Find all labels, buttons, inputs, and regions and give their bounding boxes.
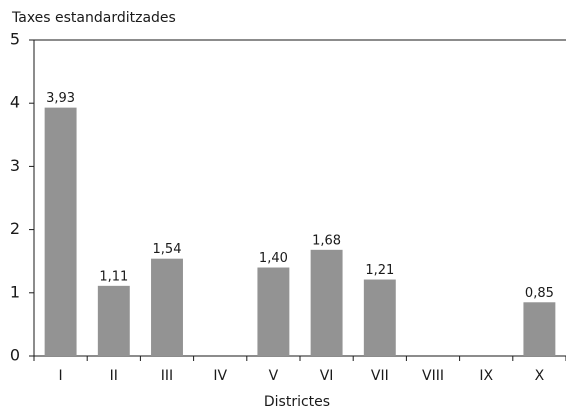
value-label: 1,11 — [99, 269, 128, 284]
x-tick-label: V — [269, 368, 279, 384]
x-tick-label: X — [535, 368, 545, 384]
y-tick-label: 5 — [10, 30, 20, 49]
y-axis-label: Taxes estandarditzades — [11, 10, 176, 26]
x-tick-label: II — [110, 368, 118, 384]
x-tick-label: I — [59, 368, 63, 384]
y-tick-label: 2 — [10, 219, 20, 238]
x-tick-label: III — [161, 368, 173, 384]
value-label: 1,40 — [259, 251, 288, 266]
y-tick-label: 3 — [10, 156, 20, 175]
value-label: 1,68 — [312, 233, 341, 248]
bar — [310, 249, 343, 356]
bar — [523, 302, 556, 356]
bar — [44, 107, 77, 357]
x-tick-label: VI — [320, 368, 334, 384]
y-tick-label: 1 — [10, 282, 20, 301]
y-tick-label: 0 — [10, 346, 20, 365]
bar — [97, 285, 130, 356]
value-label: 0,85 — [525, 286, 554, 301]
value-label: 1,54 — [153, 242, 182, 257]
x-axis-label: Districtes — [264, 394, 330, 410]
x-tick-label: VIII — [422, 368, 444, 384]
bar — [151, 258, 183, 356]
x-tick-label: IX — [479, 368, 493, 384]
y-tick-label: 4 — [10, 93, 20, 112]
bar — [257, 267, 290, 356]
value-label: 1,21 — [365, 263, 394, 278]
bar — [363, 279, 396, 356]
x-tick-label: IV — [213, 368, 227, 384]
value-label: 3,93 — [46, 91, 75, 106]
x-tick-label: VII — [371, 368, 389, 384]
